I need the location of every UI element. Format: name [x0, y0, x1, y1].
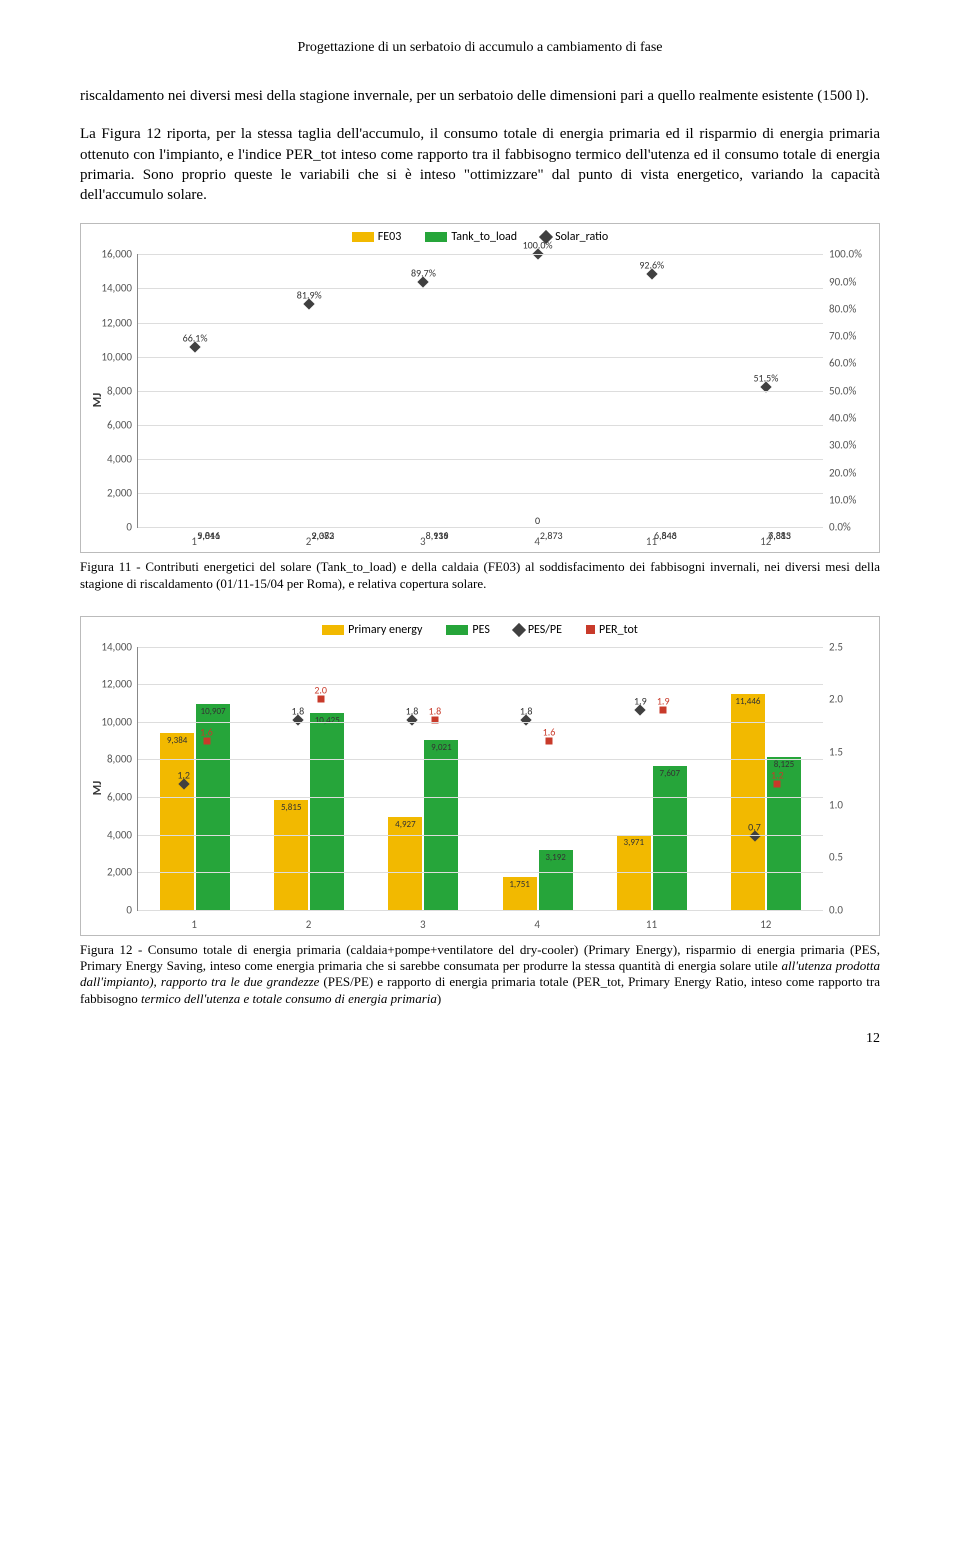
ylabel-fig11: MJ: [91, 393, 105, 407]
paragraph-2: La Figura 12 riporta, per la stessa tagl…: [80, 124, 880, 205]
plot-area-fig11: 5,0419,81666.1%2,0739,38281.9%9368,11989…: [137, 254, 823, 528]
xaxis-fig12: 12341112: [137, 918, 823, 931]
legend-fig11: FE03Tank_to_loadSolar_ratio: [85, 230, 875, 244]
paragraph-1: riscaldamento nei diversi mesi della sta…: [80, 86, 880, 106]
caption-fig12: Figura 12 - Consumo totale di energia pr…: [80, 942, 880, 1007]
ylabel-fig12: MJ: [91, 781, 105, 795]
plot-fig11: MJ 5,0419,81666.1%2,0739,38281.9%9368,11…: [85, 250, 875, 550]
caption-fig11: Figura 11 - Contributi energetici del so…: [80, 559, 880, 592]
plot-fig12: MJ 9,38410,9071.21.65,81510,4251.82.04,9…: [85, 643, 875, 933]
xaxis-fig11: 12341112: [137, 535, 823, 548]
bars-fig12: 9,38410,9071.21.65,81510,4251.82.04,9279…: [138, 647, 823, 910]
page-number: 12: [80, 1031, 880, 1047]
plot-area-fig12: 9,38410,9071.21.65,81510,4251.82.04,9279…: [137, 647, 823, 911]
figure-12: Primary energyPESPES/PEPER_tot MJ 9,3841…: [80, 616, 880, 936]
figure-11: FE03Tank_to_loadSolar_ratio MJ 5,0419,81…: [80, 223, 880, 553]
running-head: Progettazione di un serbatoio di accumul…: [80, 40, 880, 56]
legend-fig12: Primary energyPESPES/PEPER_tot: [85, 623, 875, 637]
